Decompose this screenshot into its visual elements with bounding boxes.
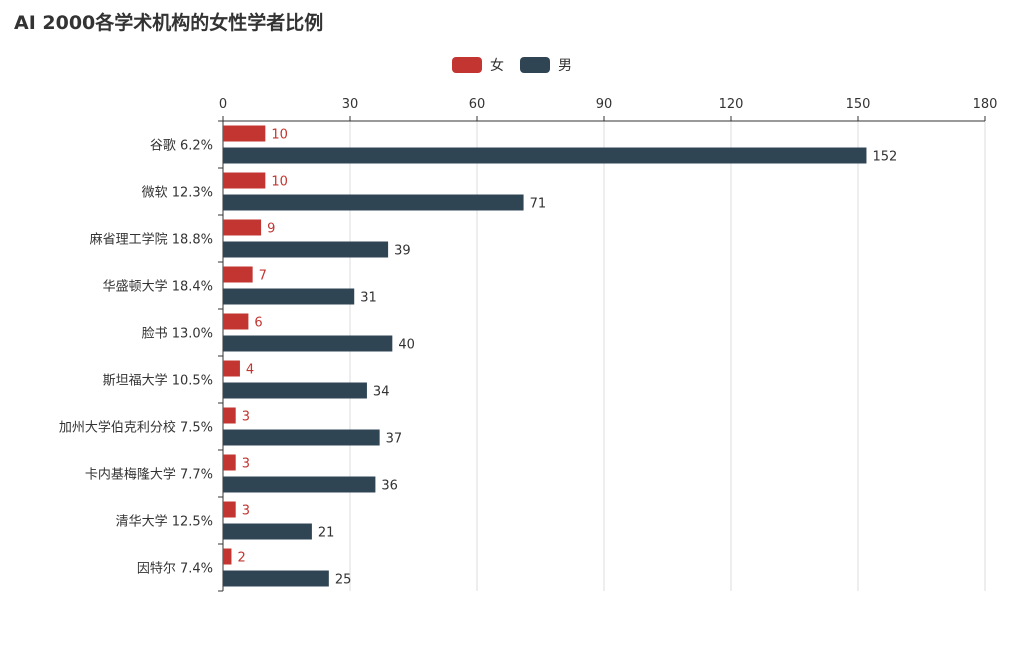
bar-female [223, 454, 236, 471]
bar-female [223, 219, 262, 236]
data-label: 71 [530, 197, 547, 212]
data-label: 21 [318, 526, 335, 541]
bar-female [223, 266, 253, 283]
x-tick-label: 90 [596, 97, 613, 112]
bar-female [223, 360, 240, 377]
legend-item-female[interactable]: 女 [452, 55, 504, 75]
legend-item-male[interactable]: 男 [520, 55, 572, 75]
category-label: 华盛顿大学 18.4% [103, 279, 213, 295]
category-label: 斯坦福大学 10.5% [103, 373, 213, 389]
bar-female [223, 313, 249, 330]
data-label: 3 [242, 504, 250, 519]
legend: 女 男 [0, 55, 1024, 75]
bar-male [223, 335, 393, 352]
bar-male [223, 570, 329, 587]
bar-male [223, 429, 380, 446]
data-label: 10 [271, 128, 288, 143]
data-label: 39 [394, 244, 411, 259]
bar-male [223, 147, 867, 164]
category-label: 脸书 13.0% [142, 327, 213, 342]
bar-male [223, 194, 524, 211]
data-label: 7 [259, 269, 267, 284]
bar-female [223, 407, 236, 424]
bar-male [223, 241, 389, 258]
bar-male [223, 288, 355, 305]
bar-male [223, 476, 376, 493]
x-tick-label: 150 [846, 97, 871, 112]
x-tick-label: 180 [973, 97, 998, 112]
legend-swatch-female [452, 57, 482, 73]
x-tick-label: 60 [469, 97, 486, 112]
data-label: 3 [242, 410, 250, 425]
data-label: 4 [246, 363, 254, 378]
data-label: 3 [242, 457, 250, 472]
category-label: 加州大学伯克利分校 7.5% [59, 420, 213, 436]
legend-label-male: 男 [558, 58, 572, 74]
legend-label-female: 女 [490, 58, 504, 74]
bar-female [223, 172, 266, 189]
category-label: 清华大学 12.5% [116, 514, 213, 530]
data-label: 152 [872, 150, 897, 165]
category-label: 微软 12.3% [142, 186, 213, 201]
data-label: 34 [373, 385, 390, 400]
data-label: 10 [271, 175, 288, 190]
data-label: 6 [254, 316, 262, 331]
x-tick-label: 0 [219, 97, 227, 112]
category-label: 卡内基梅隆大学 7.7% [85, 467, 213, 483]
bar-female [223, 548, 232, 565]
data-label: 2 [237, 551, 245, 566]
data-label: 9 [267, 222, 275, 237]
legend-swatch-male [520, 57, 550, 73]
category-label: 因特尔 7.4% [137, 562, 213, 577]
data-label: 25 [335, 573, 352, 588]
chart-title: AI 2000各学术机构的女性学者比例 [14, 12, 324, 34]
bar-female [223, 501, 236, 518]
data-label: 36 [381, 479, 398, 494]
bar-male [223, 523, 312, 540]
data-label: 31 [360, 291, 377, 306]
x-tick-label: 30 [342, 97, 359, 112]
bar-male [223, 382, 367, 399]
data-label: 40 [398, 338, 415, 353]
data-label: 37 [386, 432, 403, 447]
bar-female [223, 125, 266, 142]
category-label: 谷歌 6.2% [150, 139, 213, 154]
x-tick-label: 120 [719, 97, 744, 112]
category-label: 麻省理工学院 18.8% [90, 232, 213, 248]
